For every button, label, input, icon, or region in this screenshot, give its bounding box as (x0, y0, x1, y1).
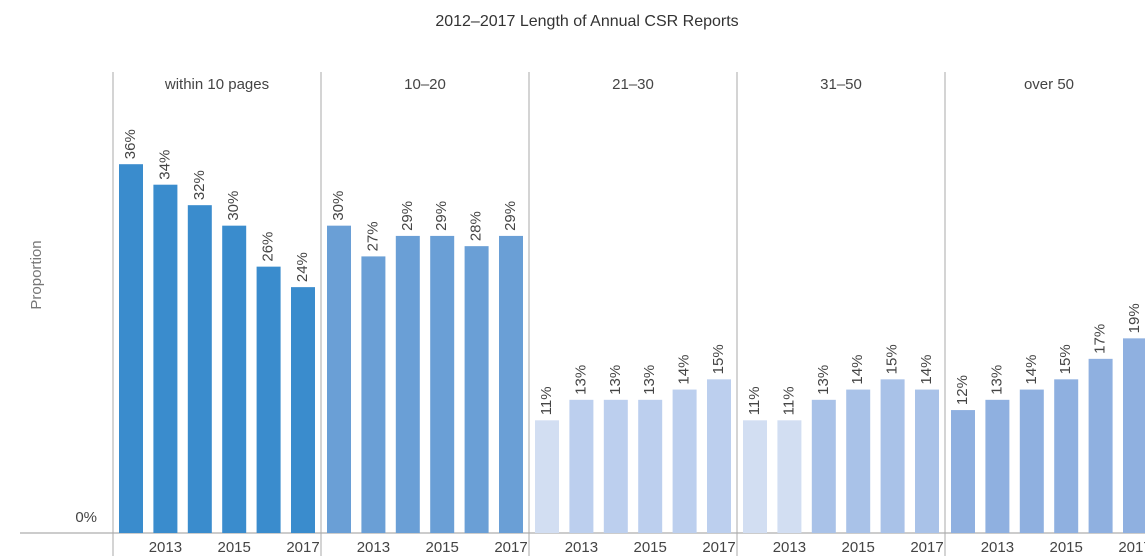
value-label: 13% (607, 365, 624, 395)
y-tick-label: 0% (75, 509, 97, 526)
value-label: 34% (156, 150, 173, 180)
bar (569, 399, 594, 533)
bar (638, 399, 663, 533)
value-label: 11% (538, 386, 555, 415)
bar (395, 235, 420, 533)
value-label: 26% (260, 232, 277, 262)
bar (672, 389, 697, 533)
value-label: 13% (988, 365, 1005, 395)
bar (499, 235, 523, 533)
x-tick-label: 2017 (702, 539, 735, 556)
bar (535, 420, 559, 533)
value-label: 15% (884, 344, 901, 374)
bar (1088, 358, 1113, 533)
value-label: 14% (849, 355, 866, 385)
bar (1123, 338, 1145, 533)
value-label: 24% (294, 252, 311, 282)
bar (915, 389, 939, 533)
value-label: 14% (918, 355, 935, 385)
value-label: 13% (572, 365, 589, 395)
x-tick-label: 2015 (634, 539, 667, 556)
bar (846, 389, 871, 533)
bar (743, 420, 767, 533)
bar (187, 205, 212, 533)
value-label: 13% (641, 365, 658, 395)
value-label: 27% (364, 221, 381, 251)
facet-label: within 10 pages (164, 76, 269, 93)
facet-label: 21–30 (612, 76, 654, 93)
x-tick-label: 2017 (286, 539, 319, 556)
bar (222, 225, 247, 533)
x-tick-label: 2015 (842, 539, 875, 556)
value-label: 11% (780, 386, 797, 415)
bar (430, 235, 455, 533)
bar (153, 184, 178, 533)
x-tick-label: 2013 (773, 539, 806, 556)
bar (256, 266, 281, 533)
x-tick-label: 2013 (565, 539, 598, 556)
bar (985, 399, 1010, 533)
value-label: 12% (954, 375, 971, 405)
bar (811, 399, 836, 533)
value-label: 30% (225, 191, 242, 221)
bar (291, 287, 315, 533)
value-label: 15% (710, 344, 727, 374)
facet-label: 10–20 (404, 76, 446, 93)
x-tick-label: 2017 (910, 539, 943, 556)
chart-title: 2012–2017 Length of Annual CSR Reports (435, 13, 738, 30)
bar (361, 256, 386, 533)
value-label: 32% (191, 170, 208, 200)
x-tick-label: 2017 (1118, 539, 1145, 556)
bar (1054, 379, 1079, 533)
value-label: 30% (330, 191, 347, 221)
bar (603, 399, 628, 533)
x-tick-label: 2015 (218, 539, 251, 556)
bar (880, 379, 905, 533)
bar (464, 246, 489, 533)
bar (1019, 389, 1044, 533)
value-label: 28% (468, 211, 485, 241)
value-label: 14% (676, 355, 693, 385)
facet-label: over 50 (1024, 76, 1074, 93)
facet-label: 31–50 (820, 76, 862, 93)
value-label: 36% (122, 129, 139, 159)
bar (119, 164, 143, 533)
x-tick-label: 2017 (494, 539, 527, 556)
x-tick-label: 2013 (149, 539, 182, 556)
value-label: 29% (502, 201, 519, 231)
bar (707, 379, 731, 533)
bar (951, 410, 975, 533)
value-label: 29% (399, 201, 416, 231)
y-axis-label: Proportion (28, 240, 45, 309)
value-label: 13% (815, 365, 832, 395)
value-label: 14% (1023, 355, 1040, 385)
x-tick-label: 2013 (981, 539, 1014, 556)
value-label: 29% (433, 201, 450, 231)
value-label: 11% (746, 386, 763, 415)
value-label: 15% (1057, 344, 1074, 374)
bar (777, 420, 802, 533)
x-tick-label: 2013 (357, 539, 390, 556)
bar (327, 225, 351, 533)
value-label: 19% (1126, 303, 1143, 333)
value-label: 17% (1092, 324, 1109, 354)
x-tick-label: 2015 (1050, 539, 1083, 556)
x-tick-label: 2015 (426, 539, 459, 556)
